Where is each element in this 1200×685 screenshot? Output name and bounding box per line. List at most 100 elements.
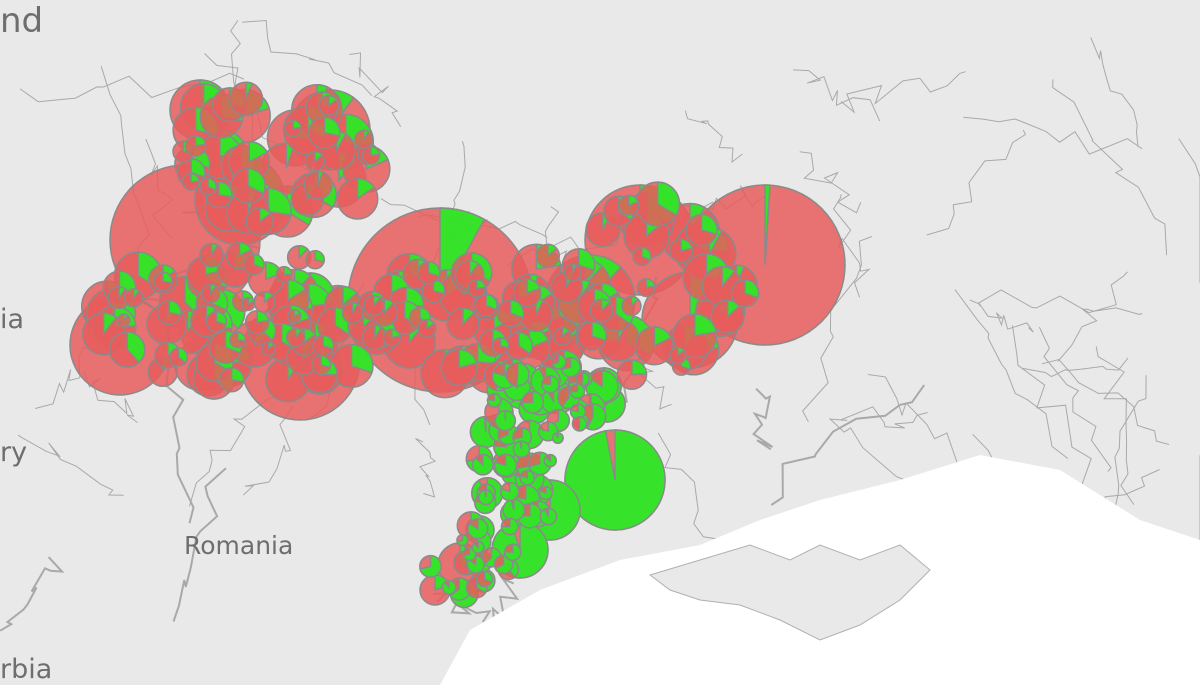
pie-slice-green — [298, 245, 309, 260]
pie-marker[interactable] — [419, 554, 442, 578]
pie-marker[interactable] — [577, 321, 607, 351]
pie-marker[interactable] — [261, 341, 277, 357]
pie-marker[interactable] — [336, 177, 379, 220]
pie-marker[interactable] — [635, 181, 681, 227]
pie-marker[interactable] — [500, 517, 519, 536]
pie-marker[interactable] — [199, 242, 225, 268]
pie-marker[interactable] — [504, 331, 533, 360]
pie-marker[interactable] — [245, 207, 274, 237]
pie-marker[interactable] — [512, 440, 531, 459]
pie-marker[interactable] — [476, 570, 493, 588]
pie-marker[interactable] — [441, 579, 457, 595]
pie-marker[interactable] — [123, 288, 144, 308]
pie-marker[interactable] — [228, 81, 264, 117]
pie-marker[interactable] — [685, 213, 718, 247]
pie-marker[interactable] — [363, 294, 385, 317]
pie-marker[interactable] — [543, 453, 557, 468]
pie-marker[interactable] — [446, 307, 480, 341]
pie-marker[interactable] — [668, 346, 687, 365]
pie-marker[interactable] — [467, 279, 487, 298]
pie-marker[interactable] — [474, 293, 498, 318]
pie-marker[interactable] — [636, 278, 656, 298]
pie-marker[interactable] — [253, 290, 276, 314]
pie-marker[interactable] — [505, 362, 530, 387]
pie-marker[interactable] — [107, 286, 131, 310]
pie-marker[interactable] — [668, 238, 694, 263]
pie-marker[interactable] — [218, 367, 245, 393]
pie-marker[interactable] — [286, 308, 302, 324]
pie-marker[interactable] — [618, 194, 640, 216]
pie-marker[interactable] — [354, 129, 374, 150]
pie-marker[interactable] — [341, 301, 364, 324]
pie-marker[interactable] — [416, 260, 441, 285]
pie-marker[interactable] — [108, 331, 146, 368]
pie-marker[interactable] — [564, 429, 666, 531]
pie-marker[interactable] — [551, 432, 564, 444]
pie-marker[interactable] — [181, 172, 200, 191]
pie-marker[interactable] — [486, 392, 502, 408]
pie-marker[interactable] — [493, 453, 518, 477]
pie-marker[interactable] — [491, 337, 510, 355]
pie-marker[interactable] — [285, 327, 306, 348]
pie-marker[interactable] — [184, 135, 207, 157]
pie-marker[interactable] — [538, 485, 553, 501]
pie-marker[interactable] — [284, 119, 302, 138]
pie-marker[interactable] — [672, 313, 718, 359]
pie-marker[interactable] — [563, 263, 582, 282]
pie-marker[interactable] — [241, 296, 256, 312]
pie-marker[interactable] — [541, 375, 560, 394]
pie-marker[interactable] — [550, 354, 567, 370]
pie-marker[interactable] — [494, 409, 517, 432]
pie-marker[interactable] — [575, 371, 590, 387]
pie-marker[interactable] — [329, 343, 374, 389]
pie-marker[interactable] — [621, 295, 642, 317]
pie-marker[interactable] — [153, 271, 173, 292]
pie-marker[interactable] — [456, 533, 469, 547]
pie-marker[interactable] — [230, 167, 266, 204]
pie-marker[interactable] — [589, 298, 614, 323]
pie-marker[interactable] — [312, 334, 335, 357]
pie-marker[interactable] — [535, 243, 561, 269]
pie-marker[interactable] — [305, 249, 325, 270]
pie-marker[interactable] — [496, 299, 525, 328]
pie-marker[interactable] — [632, 246, 652, 267]
pie-marker[interactable] — [417, 318, 437, 339]
pie-marker[interactable] — [571, 416, 588, 432]
pie-marker[interactable] — [634, 326, 674, 366]
pie-marker[interactable] — [308, 116, 341, 150]
pie-marker[interactable] — [200, 283, 221, 304]
pie-marker[interactable] — [275, 265, 293, 283]
pie-marker[interactable] — [382, 328, 401, 347]
pie-marker[interactable] — [471, 453, 494, 476]
pie-marker[interactable] — [244, 309, 270, 335]
pie-marker[interactable] — [156, 300, 182, 326]
pie-marker[interactable] — [361, 145, 381, 165]
pie-marker[interactable] — [304, 150, 326, 172]
pie-marker[interactable] — [616, 359, 648, 391]
pie-marker[interactable] — [519, 469, 536, 486]
pie-marker[interactable] — [229, 331, 247, 349]
pie-marker[interactable] — [503, 543, 522, 562]
pie-marker[interactable] — [512, 278, 542, 308]
pie-marker[interactable] — [242, 253, 265, 276]
pie-marker[interactable] — [205, 311, 228, 333]
pie-marker[interactable] — [499, 481, 520, 502]
pie-marker[interactable] — [521, 390, 545, 414]
pie-marker[interactable] — [311, 354, 332, 376]
pie-marker[interactable] — [730, 278, 760, 308]
pie-marker[interactable] — [539, 507, 558, 526]
pie-marker[interactable] — [318, 94, 340, 116]
pie-marker[interactable] — [361, 324, 388, 351]
pie-marker[interactable] — [467, 518, 489, 540]
pie-marker[interactable] — [116, 313, 131, 328]
pie-marker[interactable] — [569, 383, 586, 400]
pie-marker[interactable] — [477, 489, 494, 506]
pie-marker[interactable] — [552, 326, 573, 346]
pie-marker[interactable] — [168, 347, 189, 367]
pie-marker[interactable] — [303, 170, 333, 200]
pie-marker[interactable] — [502, 498, 526, 522]
pie-marker[interactable] — [471, 540, 485, 554]
pie-marker[interactable] — [440, 348, 478, 387]
pie-marker[interactable] — [199, 177, 217, 196]
